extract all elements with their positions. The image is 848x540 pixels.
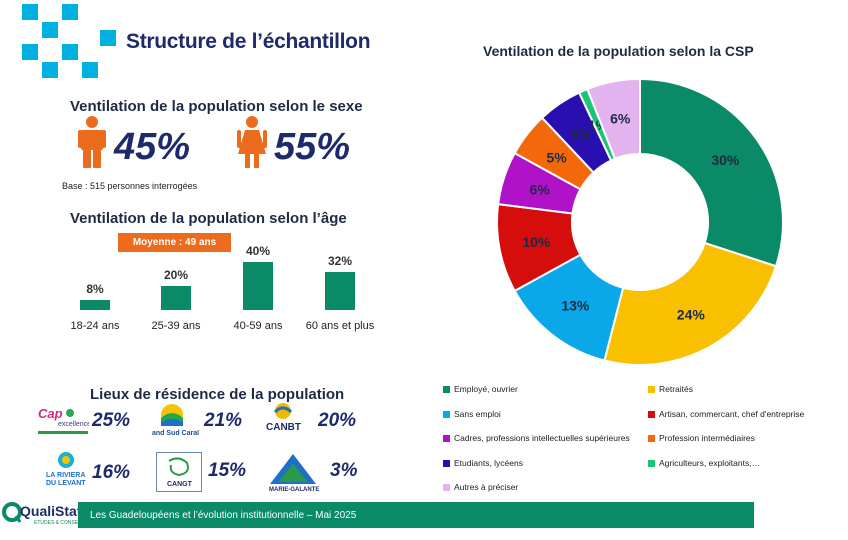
legend-item: Agriculteurs, exploitants,…	[648, 458, 760, 468]
legend-item: Artisan, commercant, chef d'entreprise	[648, 409, 804, 419]
donut-slice	[586, 77, 641, 161]
legend-swatch	[443, 435, 450, 442]
age-bar-value: 32%	[327, 253, 353, 268]
legend-swatch	[648, 410, 655, 418]
residence-pct-2: 21%	[204, 410, 243, 431]
donut-slice-label: 10%	[522, 234, 551, 250]
legend-label: Sans emploi	[454, 408, 501, 419]
female-pct: 55%	[274, 126, 351, 168]
qualistat-logo	[2, 498, 82, 537]
age-heading: Ventilation de la population selon l’âge	[70, 210, 347, 227]
male-icon	[78, 116, 106, 168]
legend-swatch	[648, 435, 655, 442]
footer-text: Les Guadeloupéens et l’évolution institu…	[90, 510, 357, 521]
footer-brand-sub: ETUDES & CONSEIL	[34, 520, 83, 526]
legend-label: Employé, ouvrier	[454, 384, 518, 394]
legend-label: Autres à préciser	[454, 482, 519, 492]
svg-text:DU LEVANT: DU LEVANT	[46, 480, 86, 487]
legend-label: Agriculteurs, exploitants,…	[659, 457, 761, 468]
donut-slice-label: 24%	[677, 306, 706, 322]
age-bar-label: 18-24 ans	[70, 320, 120, 332]
legend-item: Employé, ouvrier	[443, 384, 518, 394]
riviera-du-levant-logo: LA RIVIERA DU LEVANT	[40, 450, 95, 488]
age-bar	[325, 271, 355, 310]
legend-item: Autres à préciser	[443, 482, 518, 492]
donut-slice	[639, 77, 784, 268]
age-bar-label: 25-39 ans	[151, 320, 201, 332]
age-bar-value: 8%	[86, 282, 104, 297]
donut-slice-label: 30%	[711, 152, 740, 168]
svg-text:and Sud Caraï: and Sud Caraï	[152, 430, 200, 437]
legend-label: Cadres, professions intellectuelles supé…	[454, 433, 630, 443]
average-age-badge: Moyenne : 49 ans	[118, 233, 231, 252]
footer-brand: QualiStat	[20, 503, 82, 519]
legend-item: Sans emploi	[443, 409, 501, 419]
legend-label: Profession intermédiaires	[659, 433, 755, 443]
legend-label: Retraités	[659, 384, 694, 394]
legend-label: Etudiants, lycéens	[454, 457, 523, 468]
male-pct: 45%	[114, 126, 191, 168]
grand-sud-caraibe-logo: and Sud Caraï	[146, 402, 201, 440]
csp-heading: Ventilation de la population selon la CS…	[483, 43, 754, 59]
legend-swatch	[443, 410, 450, 418]
donut-slice-label: 5%	[547, 149, 568, 165]
residence-pct-6: 3%	[330, 460, 358, 481]
page-title: Structure de l’échantillon	[126, 30, 371, 53]
legend-item: Retraités	[648, 384, 693, 394]
age-bar-value: 20%	[163, 268, 189, 282]
age-bar-value: 40%	[245, 244, 271, 258]
age-bar	[243, 262, 273, 310]
donut-slice-label: 13%	[561, 297, 590, 313]
legend-label: Artisan, commercant, chef d'entreprise	[659, 408, 805, 419]
legend-swatch	[648, 459, 655, 467]
residence-pct-1: 25%	[92, 410, 131, 431]
marie-galante-logo: MARIE-GALANTE	[266, 452, 321, 493]
cangt-logo: CANGT	[156, 452, 202, 492]
residence-pct-4: 16%	[92, 462, 131, 483]
svg-text:excellence: excellence	[58, 421, 89, 428]
legend-swatch	[648, 386, 655, 393]
canbt-logo: CANBT	[256, 400, 311, 438]
legend-swatch	[443, 459, 450, 467]
age-bar	[80, 300, 110, 310]
residence-pct-5: 15%	[208, 460, 247, 481]
svg-text:CANBT: CANBT	[266, 422, 301, 433]
sexe-heading: Ventilation de la population selon le se…	[70, 98, 363, 115]
donut-slice	[603, 241, 778, 366]
csp-donut-chart: 30%24%13%10%6%5%5%1% 6%	[496, 77, 784, 366]
female-icon	[237, 116, 267, 168]
footer-bar	[78, 502, 754, 528]
legend-item: Etudiants, lycéens	[443, 458, 523, 468]
donut-slice-label: 5%	[571, 127, 592, 143]
age-bar	[161, 286, 191, 310]
residence-pct-3: 20%	[318, 410, 357, 431]
residence-heading: Lieux de résidence de la population	[90, 386, 345, 403]
legend-swatch	[443, 484, 450, 491]
legend-item: Cadres, professions intellectuelles supé…	[443, 433, 630, 443]
donut-slice-label: 6%	[610, 110, 631, 126]
svg-text:Cap: Cap	[38, 406, 63, 421]
svg-text:MARIE-GALANTE: MARIE-GALANTE	[269, 487, 319, 492]
legend-item: Profession intermédiaires	[648, 433, 755, 443]
cap-excellence-logo: Cap excellence	[34, 404, 91, 442]
base-note: Base : 515 personnes interrogées	[62, 181, 198, 191]
age-bar-label: 40-59 ans	[233, 320, 283, 332]
legend-swatch	[443, 386, 450, 393]
svg-text:CANGT: CANGT	[167, 481, 193, 488]
donut-slice-label: 6%	[530, 181, 551, 197]
svg-text:LA RIVIERA: LA RIVIERA	[46, 472, 85, 479]
age-bar-label: 60 ans et plus	[305, 320, 375, 332]
